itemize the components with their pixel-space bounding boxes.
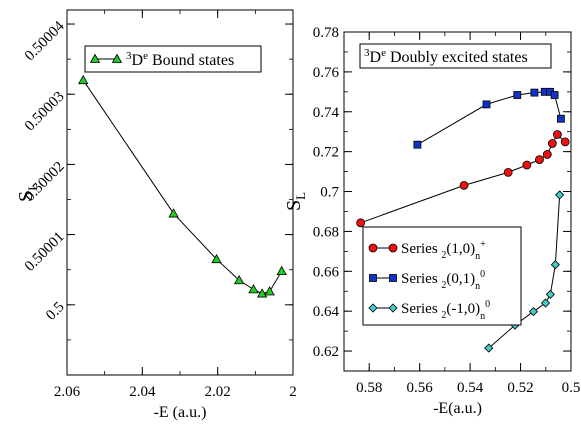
y-tick-label: 0.64: [313, 304, 340, 320]
title-frame: [359, 43, 552, 69]
y-tick-label: 0.78: [313, 25, 339, 41]
y-tick-label: 0.66: [313, 264, 340, 280]
legend-label-1: Series 2(0,1)n0: [401, 269, 485, 292]
series-0-point: [535, 155, 544, 165]
series-1: [413, 87, 565, 149]
y-tick-label: 0.68: [313, 224, 339, 240]
title-box: 3De Doubly excited states: [359, 43, 552, 69]
series-1-point: [530, 88, 539, 97]
legend-marker-1: [369, 274, 377, 282]
series-0-point: [356, 218, 366, 228]
series-0-line: [82, 79, 283, 295]
y-axis-label: SL: [15, 183, 40, 202]
series-0-line: [360, 133, 566, 224]
series-0-point: [552, 130, 562, 139]
series-0-point: [211, 253, 222, 264]
x-tick-label: 0.58: [356, 380, 382, 396]
y-tick-label: 0.50001: [22, 229, 68, 275]
legend-marker-2: [368, 303, 378, 313]
chart-title: 3De Doubly excited states: [364, 47, 528, 66]
x-tick-label: 0.52: [507, 380, 533, 396]
series-0: [78, 74, 287, 298]
series-0-point: [233, 274, 245, 285]
y-tick-label: 0.7: [320, 185, 339, 201]
legend-marker-0: [368, 243, 378, 253]
series-2-point: [484, 343, 494, 353]
series-1-point: [482, 100, 491, 109]
legend: Series 2(1,0)n+ Series 2(0,1)n0 Series 2(-…: [362, 226, 522, 326]
y-tick-label: 0.50004: [22, 18, 68, 64]
doubly-excited-panel: 0.58 0.56 0.54 0.52 0.5 0.62 0.64 0.66 0.68 0.7 0.…: [283, 25, 580, 417]
legend-label-0: Series 2(1,0)n+: [401, 239, 486, 262]
legend-marker-0: [388, 243, 398, 253]
x-tick-label: 2.02: [205, 384, 231, 400]
bound-states-panel: 2.06 2.04 2.02 20.50.500010.500020.500030.5…: [15, 9, 297, 421]
plot-frame: [343, 31, 572, 372]
legend-marker-2: [388, 303, 398, 313]
series-2-point: [540, 298, 551, 308]
series-0-point: [542, 150, 552, 159]
series-0-point: [256, 288, 268, 298]
x-tick-label: 0.5: [562, 380, 581, 396]
series-1-line: [417, 91, 562, 146]
series-0-point: [522, 160, 532, 170]
series-0-point: [547, 139, 557, 148]
series-1-point: [557, 114, 565, 123]
legend-marker: [89, 53, 101, 63]
x-tick-label: 0.56: [407, 380, 434, 396]
series-0-point: [168, 208, 179, 218]
y-tick-label: 0.50003: [22, 89, 68, 135]
series-1-point: [513, 91, 522, 99]
series-0: [356, 130, 570, 228]
x-tick-label: 0.54: [457, 380, 484, 396]
series-0-point: [78, 74, 89, 85]
y-tick-label: 0.76: [313, 65, 340, 81]
series-0-point: [560, 137, 570, 147]
y-tick-label: 0.74: [313, 105, 340, 121]
legend-marker: [111, 53, 123, 63]
x-tick-label: 2.04: [129, 384, 156, 400]
legend: 3De Bound states: [84, 45, 262, 73]
series-0-point: [459, 180, 469, 190]
x-tick-label: 2.06: [54, 384, 81, 400]
series-0-point: [264, 286, 275, 296]
series-2-point: [545, 289, 555, 299]
series-2-point: [555, 190, 565, 200]
y-tick-label: 0.62: [313, 344, 339, 360]
x-axis-label: -E (a.u.): [154, 404, 207, 421]
y-tick-label: 0.72: [313, 145, 339, 161]
x-axis-label: -E(a.u.): [433, 400, 482, 417]
series-2-point: [550, 260, 560, 270]
series-1-point: [413, 140, 422, 149]
series-0-point: [248, 284, 259, 294]
x-tick-label: 2: [289, 384, 297, 400]
series-0-point: [503, 167, 513, 177]
legend-label-2: Series 2(-1,0)n0: [401, 299, 490, 322]
series-0-point: [276, 265, 287, 276]
series-2-point: [528, 307, 538, 317]
y-tick-label: 0.5: [43, 299, 68, 324]
legend-marker-1: [389, 274, 397, 282]
y-axis-label: SL: [283, 192, 308, 211]
legend-label: 3De Bound states: [126, 50, 234, 69]
series-1-point: [550, 91, 559, 99]
